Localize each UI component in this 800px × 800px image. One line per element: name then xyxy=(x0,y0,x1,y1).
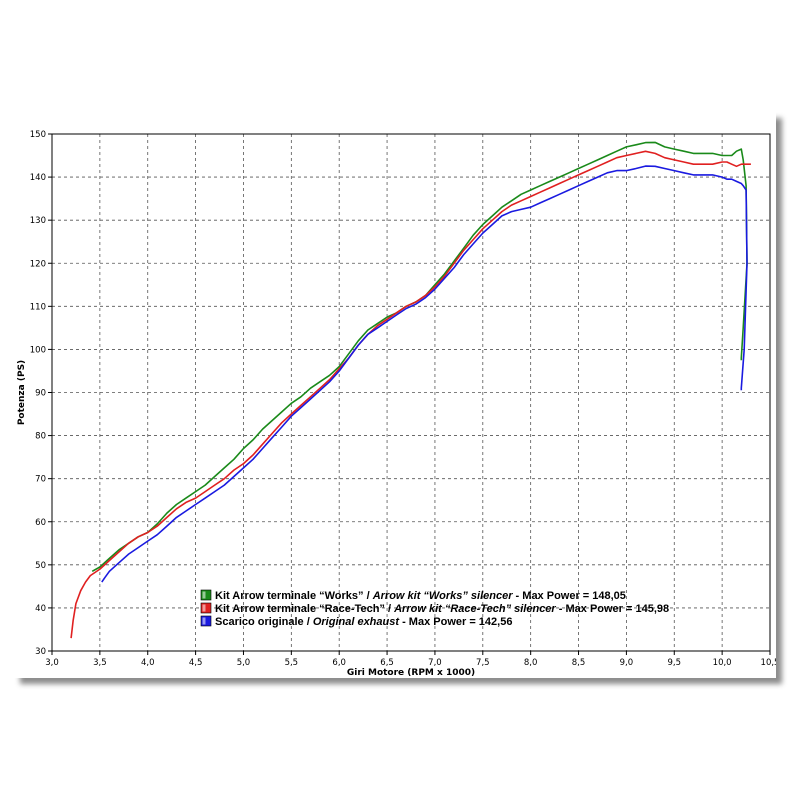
legend-text-plain: Scarico originale / xyxy=(215,616,313,628)
x-tick-label: 3,0 xyxy=(45,658,59,668)
y-tick-label: 50 xyxy=(35,561,46,571)
x-tick-label: 10,5 xyxy=(761,658,776,668)
y-tick-label: 120 xyxy=(30,259,46,269)
x-axis-title: Giri Motore (RPM x 1000) xyxy=(347,668,475,678)
legend-swatch-2 xyxy=(200,602,212,614)
legend-swatch-highlight xyxy=(202,604,206,612)
y-tick-label: 60 xyxy=(35,518,46,528)
legend-text-italic: Original exhaust xyxy=(313,616,401,628)
x-tick-label: 8,0 xyxy=(524,658,538,668)
y-axis-title: Potenza (PS) xyxy=(17,360,27,425)
y-axis-ticks: 30 40 50 60 70 80 90 100 110 120 130 140 150 xyxy=(30,130,52,657)
legend-text-max-power: - Max Power = 148,05 xyxy=(513,590,626,602)
grid xyxy=(52,134,770,651)
y-tick-label: 130 xyxy=(30,216,46,226)
legend: Kit Arrow terminale “Works” / Arrow kit … xyxy=(200,589,669,628)
x-tick-label: 7,0 xyxy=(428,658,442,668)
x-tick-label: 5,5 xyxy=(285,658,299,668)
x-tick-label: 10,0 xyxy=(713,658,732,668)
x-tick-label: 3,5 xyxy=(93,658,107,668)
y-tick-label: 40 xyxy=(35,604,46,614)
x-tick-label: 9,0 xyxy=(620,658,634,668)
legend-swatch-highlight xyxy=(202,591,206,599)
x-tick-label: 9,5 xyxy=(668,658,682,668)
series-line-2 xyxy=(70,150,751,639)
legend-text-max-power: - Max Power = 145,98 xyxy=(556,603,669,615)
series-lines xyxy=(70,141,751,639)
y-tick-label: 80 xyxy=(35,432,46,442)
legend-entry-1: Kit Arrow terminale “Works” / Arrow kit … xyxy=(215,590,626,602)
x-tick-label: 6,5 xyxy=(380,658,394,668)
x-tick-label: 8,5 xyxy=(572,658,586,668)
x-axis-ticks: 3,0 3,5 4,0 4,5 5,0 5,5 6,0 6,5 7,0 7,5 8,0 8,5 9,0 9… xyxy=(45,651,776,668)
legend-text-italic: Arrow kit “Race-Tech” silencer xyxy=(393,603,556,615)
legend-text-plain: Kit Arrow terminale “Race-Tech” / xyxy=(215,603,394,615)
y-tick-label: 30 xyxy=(35,647,46,657)
legend-swatch-highlight xyxy=(202,617,206,625)
y-tick-label: 90 xyxy=(35,389,46,399)
plot-border xyxy=(51,133,771,652)
x-tick-label: 7,5 xyxy=(476,658,490,668)
x-tick-label: 4,0 xyxy=(141,658,155,668)
y-tick-label: 100 xyxy=(30,345,46,355)
legend-entry-3: Scarico originale / Original exhaust - M… xyxy=(215,616,512,628)
x-tick-label: 6,0 xyxy=(332,658,346,668)
x-tick-label: 5,0 xyxy=(237,658,251,668)
y-tick-label: 140 xyxy=(30,173,46,183)
y-tick-label: 150 xyxy=(30,130,46,140)
x-tick-label: 4,5 xyxy=(189,658,203,668)
legend-swatch-1 xyxy=(200,589,212,601)
series-line-3 xyxy=(101,165,748,583)
dyno-chart: 3,0 3,5 4,0 4,5 5,0 5,5 6,0 6,5 7,0 7,5 8,0 8,5 9,0 9… xyxy=(17,130,776,678)
legend-text-plain: Kit Arrow terminale “Works” / xyxy=(215,590,373,602)
legend-text-italic: Arrow kit “Works” silencer xyxy=(372,590,514,602)
legend-swatch-3 xyxy=(200,615,212,627)
y-tick-label: 110 xyxy=(30,302,46,312)
legend-entry-2: Kit Arrow terminale “Race-Tech” / Arrow … xyxy=(215,603,669,615)
dyno-chart-panel: 3,0 3,5 4,0 4,5 5,0 5,5 6,0 6,5 7,0 7,5 8,0 8,5 9,0 9… xyxy=(14,112,776,678)
y-tick-label: 70 xyxy=(35,475,46,485)
series-line-1 xyxy=(91,141,748,572)
legend-text-max-power: - Max Power = 142,56 xyxy=(399,616,512,628)
